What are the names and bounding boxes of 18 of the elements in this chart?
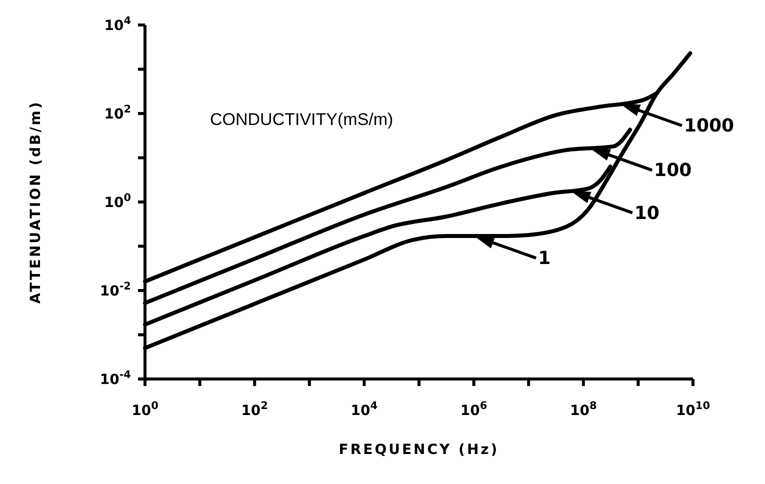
legend-label: 100 [654,160,692,182]
x-tick-label: 10$^{8}$ [570,400,597,419]
y-tick-label: 10$^{-4}$ [100,369,131,388]
y-axis-title: ATTENUATION (dB/m) [28,100,44,304]
x-tick-label: 10$^{4}$ [350,400,378,419]
y-tick-label: 10$^{2}$ [104,104,131,122]
x-axis-title: FREQUENCY (Hz) [338,442,500,458]
annotation: CONDUCTIVITY(mS/m) [210,110,394,129]
legend-label: 1 [538,248,551,270]
legend-label: 1000 [684,116,734,137]
y-tick-label: 10$^{4}$ [104,15,131,34]
legend-label: 10 [634,202,660,224]
x-tick-label: 10$^{0}$ [132,400,158,419]
x-tick-label: 10$^{6}$ [460,400,488,419]
y-tick-label: 10$^{0}$ [104,192,131,211]
x-tick-label: 10$^{10}$ [676,400,710,419]
x-tick-label: 10$^{2}$ [241,400,268,419]
y-tick-label: 10$^{-2}$ [100,280,131,300]
